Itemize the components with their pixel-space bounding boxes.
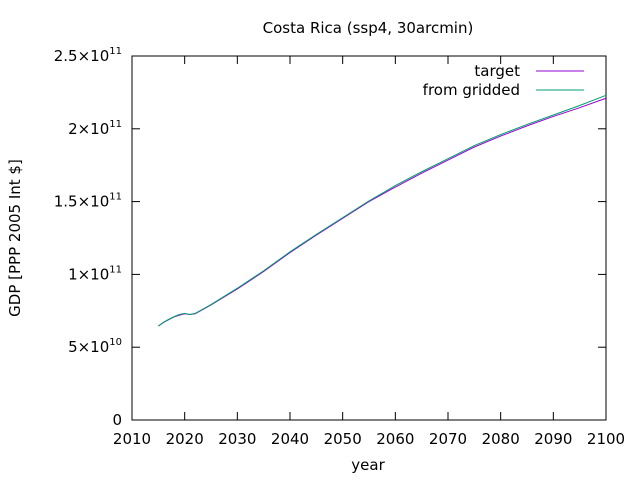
- legend: target from gridded: [423, 62, 584, 99]
- y-tick-label: 2×1011: [68, 119, 122, 138]
- x-tick-label: 2080: [482, 430, 520, 448]
- x-tick-label: 2050: [324, 430, 362, 448]
- y-tick-label: 0: [112, 411, 122, 429]
- x-tick-label: 2040: [271, 430, 309, 448]
- axis-ticks: 2010 2020 2030 2040 2050 2060 2070 2080 2090 2100…: [54, 46, 625, 448]
- x-tick-label: 2030: [218, 430, 256, 448]
- x-tick-label: 2020: [166, 430, 204, 448]
- series-line-from-gridded: [158, 94, 607, 327]
- x-tick-label: 2100: [587, 430, 625, 448]
- x-tick-label: 2090: [534, 430, 572, 448]
- series-line-target: [158, 97, 607, 327]
- x-tick-label: 2010: [113, 430, 151, 448]
- legend-label-from-gridded: from gridded: [423, 81, 520, 99]
- series-lines: [158, 94, 607, 327]
- chart-title: Costa Rica (ssp4, 30arcmin): [263, 19, 474, 37]
- y-axis-label: GDP [PPP 2005 Int $]: [6, 159, 24, 317]
- x-tick-label: 2060: [376, 430, 414, 448]
- y-tick-label: 1.5×1011: [54, 192, 122, 211]
- plot-frame: [131, 55, 607, 421]
- x-tick-label: 2070: [429, 430, 467, 448]
- legend-label-target: target: [474, 62, 520, 80]
- y-tick-label: 5×1010: [68, 337, 122, 356]
- y-tick-label: 1×1011: [68, 264, 122, 283]
- x-axis-label: year: [351, 456, 385, 474]
- y-tick-label: 2.5×1011: [54, 46, 122, 65]
